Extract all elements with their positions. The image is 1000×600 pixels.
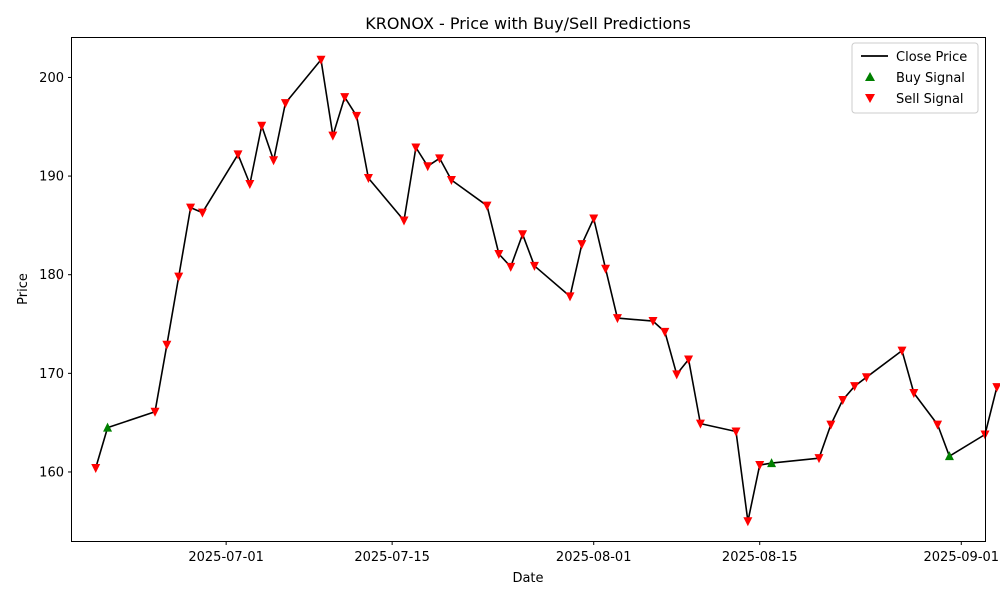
sell-signal-marker [482,201,492,211]
sell-signal-marker [435,154,445,164]
sell-signal-marker [660,327,670,337]
x-axis: 2025-07-01 2025-07-15 2025-08-01 2025-08-15… [188,541,999,565]
sell-signal-marker [328,131,338,141]
y-tick-label: 180 [39,268,64,283]
x-axis-label: Date [512,571,543,586]
legend-label-close-price: Close Price [896,50,967,65]
sell-signal-marker [826,420,836,430]
y-tick-label: 160 [39,465,64,480]
sell-signal-marker [589,214,599,224]
sell-signal-marker [565,292,575,302]
sell-signal-marker [838,395,848,405]
legend-box [851,42,979,114]
sell-signal-marker [363,174,373,184]
x-tick-label: 2025-07-15 [354,550,430,565]
sell-signal-marker [257,121,267,131]
legend-label-buy-signal: Buy Signal [896,71,965,86]
y-axis-label: Price [16,273,31,305]
legend-label-sell-signal: Sell Signal [896,92,964,107]
chart-title: KRONOX - Price with Buy/Sell Predictions [365,14,691,33]
x-tick-label: 2025-08-15 [722,550,798,565]
sell-signal-marker [423,162,433,172]
sell-signal-marker [518,230,528,240]
sell-signal-marker [245,179,255,189]
sell-signal-marker [731,427,741,437]
sell-signal-marker [411,143,421,153]
y-axis: 160 170 180 190 200 [39,71,72,480]
sell-signal-marker [529,261,539,271]
sell-signal-marker [197,208,207,218]
buy-signal-marker [767,458,777,468]
sell-signal-marker [340,93,350,103]
sell-signal-marker [316,55,326,65]
sell-signal-marker [933,420,943,430]
plot-frame [71,37,986,542]
sell-signal-marker [695,419,705,429]
x-tick-label: 2025-07-01 [188,550,264,565]
sell-signal-marker [897,346,907,356]
legend-sell-marker [865,94,875,103]
y-tick-label: 190 [39,170,64,185]
close-price-line [94,58,998,523]
sell-signal-marker [743,517,753,527]
y-tick-label: 170 [39,367,64,382]
sell-signal-marker [494,249,504,259]
sell-signal-marker [909,389,919,399]
x-tick-label: 2025-09-01 [924,550,1000,565]
sell-signal-marker [648,317,658,327]
sell-signal-marker [672,370,682,380]
sell-signal-marker [352,111,362,121]
sell-signal-marker [174,272,184,282]
legend: Close Price Buy Signal Sell Signal [851,42,979,114]
sell-signal-marker [280,99,290,109]
sell-signal-marker [684,355,694,365]
sell-signal-marker [269,156,279,166]
sell-signal-marker [233,150,243,160]
sell-signal-marker [612,314,622,324]
plot-area [91,55,1000,527]
sell-signal-marker [577,240,587,250]
sell-signal-marker [91,464,101,474]
sell-signal-marker [850,382,860,392]
legend-buy-marker [865,72,875,81]
x-tick-label: 2025-08-01 [556,550,632,565]
buy-signal-marker [103,422,113,432]
sell-signal-marker [755,461,765,471]
sell-signal-marker [506,262,516,272]
sell-signal-marker [446,176,456,186]
sell-signal-marker [150,407,160,417]
y-tick-label: 200 [39,71,64,86]
sell-signal-marker [399,216,409,226]
sell-signal-marker [992,383,1000,393]
sell-signal-marker [861,373,871,383]
sell-signal-marker [601,264,611,274]
sell-signal-marker [162,340,172,350]
buy-signal-marker [944,451,954,461]
sell-signal-marker [186,203,196,213]
sell-signal-marker [814,454,824,464]
